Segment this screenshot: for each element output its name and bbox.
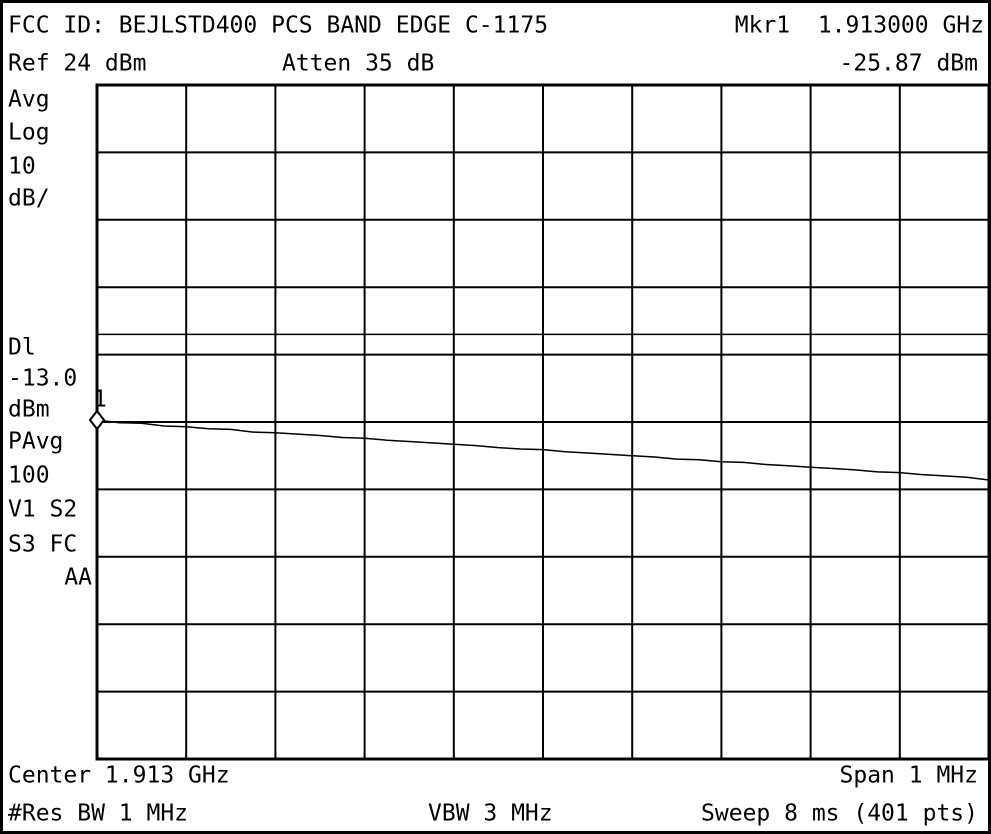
side-label: AA [64, 565, 92, 591]
sweep: Sweep 8 ms (401 pts) [701, 801, 978, 827]
side-label: V1 S2 [8, 497, 77, 523]
res-bw: #Res BW 1 MHz [8, 801, 188, 827]
side-label: dBm [8, 397, 50, 423]
side-label: Dl [8, 335, 36, 361]
side-label: 10 [8, 154, 36, 180]
center-freq: Center 1.913 GHz [8, 763, 230, 789]
span: Span 1 MHz [840, 763, 978, 789]
side-label: Avg [8, 87, 50, 113]
marker-label: Mkr1 1.913000 GHz [735, 13, 984, 39]
marker-value: -25.87 dBm [840, 51, 978, 77]
marker-number: 1 [93, 386, 107, 412]
vbw: VBW 3 MHz [428, 801, 553, 827]
attenuation: Atten 35 dB [282, 51, 434, 77]
marker [88, 409, 106, 431]
title: FCC ID: BEJLSTD400 PCS BAND EDGE C-1175 [8, 13, 548, 39]
side-label: PAvg [8, 429, 63, 455]
ref-level: Ref 24 dBm [8, 51, 146, 77]
side-label: -13.0 [8, 366, 77, 392]
trace [96, 419, 990, 481]
side-label: S3 FC [8, 532, 77, 558]
side-label: Log [8, 120, 50, 146]
side-label: 100 [8, 463, 50, 489]
side-label: dB/ [8, 186, 50, 212]
